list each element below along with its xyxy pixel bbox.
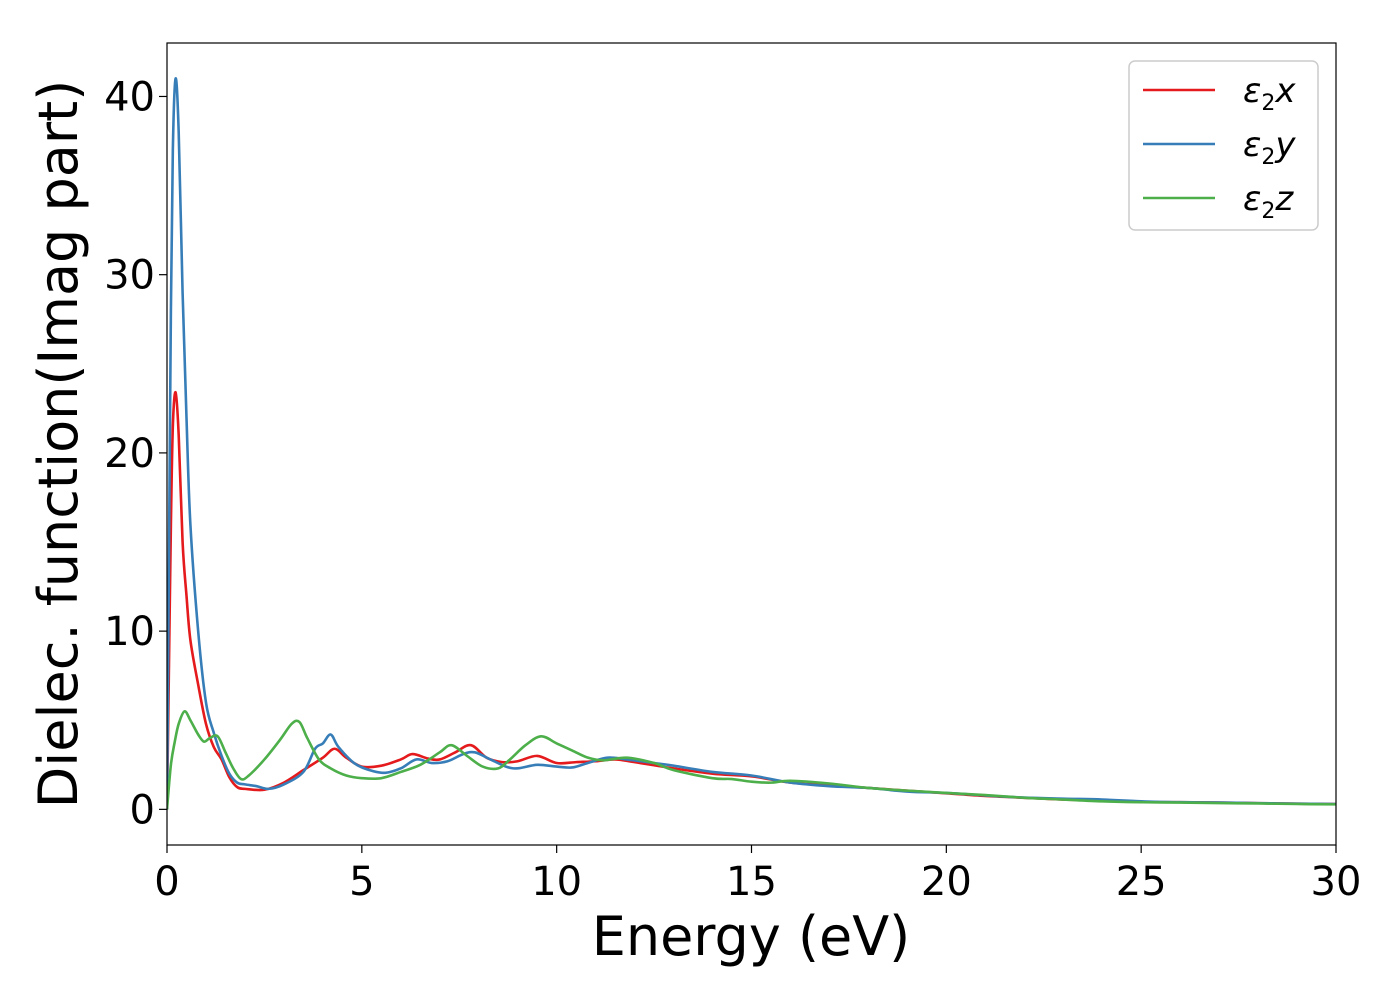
y-tick-label: 30	[104, 253, 155, 299]
x-tick-label: 30	[1311, 859, 1362, 905]
x-tick-label: 0	[154, 859, 179, 905]
legend-label-z: ε2z	[1243, 179, 1294, 224]
x-axis-ticks: 0 5 10 15 20 25 30	[154, 845, 1361, 905]
y-axis-ticks: 0 10 20 30 40	[104, 74, 167, 833]
legend: ε2x ε2y ε2z	[1128, 60, 1319, 231]
x-tick-label: 25	[1116, 859, 1167, 905]
y-tick-label: 0	[130, 787, 155, 833]
x-tick-label: 10	[531, 859, 582, 905]
y-axis-label: Dielec. function(Imag part)	[27, 80, 90, 809]
y-tick-label: 20	[104, 431, 155, 477]
legend-box	[1128, 60, 1319, 231]
x-tick-label: 15	[726, 859, 777, 905]
x-tick-label: 5	[349, 859, 374, 905]
x-tick-label: 20	[921, 859, 972, 905]
legend-label-y: ε2y	[1243, 125, 1296, 170]
legend-label-x: ε2x	[1243, 71, 1296, 116]
x-axis-label: Energy (eV)	[592, 905, 911, 968]
series-line-z	[167, 710, 1336, 810]
series-layer	[167, 77, 1336, 810]
y-tick-label: 10	[104, 609, 155, 655]
series-line-x	[167, 391, 1336, 810]
y-tick-label: 40	[104, 74, 155, 120]
